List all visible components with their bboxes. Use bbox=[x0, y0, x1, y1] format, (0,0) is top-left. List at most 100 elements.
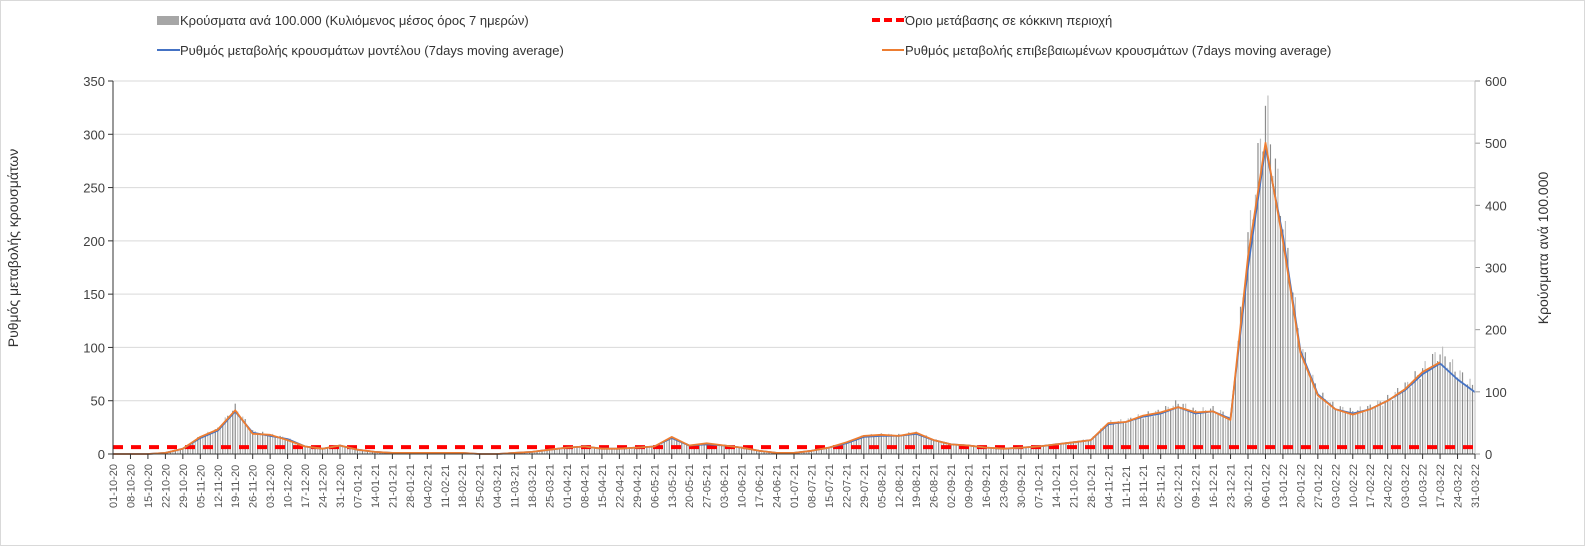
bar bbox=[1140, 415, 1142, 454]
bar bbox=[1182, 403, 1184, 454]
bar bbox=[736, 447, 738, 454]
bar bbox=[606, 448, 608, 454]
bar bbox=[262, 431, 264, 454]
x-tick-label: 09-12-21 bbox=[1191, 464, 1203, 508]
bar bbox=[1307, 369, 1309, 454]
bar bbox=[895, 435, 897, 454]
bar bbox=[1217, 414, 1219, 454]
bar bbox=[329, 447, 331, 454]
bar bbox=[336, 445, 339, 454]
bar bbox=[292, 440, 294, 454]
bar bbox=[890, 434, 892, 454]
bar bbox=[960, 444, 962, 454]
bar bbox=[1244, 280, 1247, 454]
bar bbox=[1334, 409, 1336, 454]
bar bbox=[1042, 446, 1045, 454]
bar bbox=[933, 439, 935, 454]
bar bbox=[1389, 398, 1391, 454]
x-tick-label: 03-02-22 bbox=[1330, 464, 1342, 508]
bar bbox=[344, 446, 346, 454]
x-tick-label: 24-06-21 bbox=[772, 464, 784, 508]
bar bbox=[746, 448, 748, 454]
bar bbox=[1282, 229, 1284, 454]
y-right-tick-label: 600 bbox=[1485, 74, 1507, 89]
bar bbox=[982, 446, 985, 454]
bar bbox=[573, 446, 576, 454]
bar bbox=[885, 435, 887, 454]
bar bbox=[1207, 413, 1209, 454]
x-tick-label: 29-04-21 bbox=[632, 464, 644, 508]
bar bbox=[1382, 405, 1384, 454]
bar bbox=[257, 434, 259, 454]
bar bbox=[835, 445, 838, 454]
bar bbox=[1192, 407, 1194, 454]
bar bbox=[1155, 410, 1157, 454]
bar bbox=[1120, 419, 1122, 454]
bar bbox=[199, 436, 201, 454]
bar bbox=[753, 449, 755, 454]
bar bbox=[810, 451, 813, 454]
bar bbox=[541, 450, 543, 454]
x-tick-label: 01-07-21 bbox=[789, 464, 801, 508]
bar bbox=[588, 447, 591, 454]
bar bbox=[207, 431, 209, 454]
x-tick-label: 18-11-21 bbox=[1138, 465, 1150, 508]
bar bbox=[1027, 446, 1030, 454]
x-tick-label: 26-08-21 bbox=[929, 464, 941, 508]
y-right-tick-label: 200 bbox=[1485, 323, 1507, 338]
line-confirmed bbox=[113, 141, 1441, 455]
x-tick-label: 01-10-20 bbox=[108, 464, 120, 508]
bar bbox=[621, 447, 623, 454]
bar bbox=[900, 434, 902, 454]
x-tick-label: 26-11-20 bbox=[248, 465, 260, 508]
bar bbox=[304, 447, 306, 454]
bar bbox=[636, 447, 638, 454]
bar bbox=[1394, 391, 1396, 454]
bar bbox=[813, 450, 815, 454]
x-tick-label: 14-01-21 bbox=[370, 464, 382, 508]
y-left-tick-label: 350 bbox=[83, 74, 105, 89]
bar bbox=[1466, 384, 1469, 454]
bar bbox=[955, 444, 957, 454]
bar bbox=[1289, 286, 1292, 454]
bar bbox=[1299, 353, 1301, 454]
bar bbox=[1002, 448, 1005, 454]
bar bbox=[359, 450, 361, 454]
x-tick-label: 19-08-21 bbox=[911, 464, 923, 508]
bar bbox=[356, 449, 359, 454]
bar bbox=[970, 445, 972, 454]
bar bbox=[174, 450, 176, 454]
x-tick-label: 24-03-22 bbox=[1453, 464, 1465, 508]
gridlines bbox=[113, 80, 1475, 402]
x-tick-label: 15-07-21 bbox=[824, 464, 836, 508]
x-tick-label: 29-10-20 bbox=[178, 464, 190, 508]
bar bbox=[755, 450, 758, 454]
bar bbox=[1224, 417, 1227, 454]
bar bbox=[838, 445, 840, 454]
legend-label-model: Ρυθμός μεταβολής κρουσμάτων μοντέλου (7d… bbox=[180, 43, 564, 58]
bar bbox=[925, 435, 927, 454]
bar bbox=[561, 448, 563, 454]
bar bbox=[828, 447, 830, 454]
bar bbox=[653, 447, 655, 454]
y-axis-left-title: Ρυθμός μεταβολής κρουσμάτων bbox=[5, 149, 21, 347]
bar bbox=[1030, 447, 1032, 454]
bar bbox=[1349, 407, 1351, 454]
x-tick-label: 23-09-21 bbox=[999, 464, 1011, 508]
bar bbox=[346, 446, 349, 454]
y-left-tick-label: 250 bbox=[83, 181, 105, 196]
x-tick-label: 30-12-21 bbox=[1243, 464, 1255, 508]
bar bbox=[287, 438, 289, 454]
bar bbox=[1469, 378, 1471, 454]
bar bbox=[568, 447, 571, 454]
bar bbox=[820, 449, 823, 454]
bar bbox=[177, 449, 179, 454]
bar bbox=[1062, 442, 1065, 454]
x-tick-label: 19-11-20 bbox=[230, 465, 242, 508]
bar bbox=[361, 450, 364, 454]
x-tick-label: 08-10-20 bbox=[125, 464, 137, 508]
bar bbox=[965, 445, 967, 454]
x-tick-label: 21-01-21 bbox=[387, 464, 399, 508]
bar bbox=[1294, 297, 1296, 454]
bar bbox=[977, 446, 980, 454]
